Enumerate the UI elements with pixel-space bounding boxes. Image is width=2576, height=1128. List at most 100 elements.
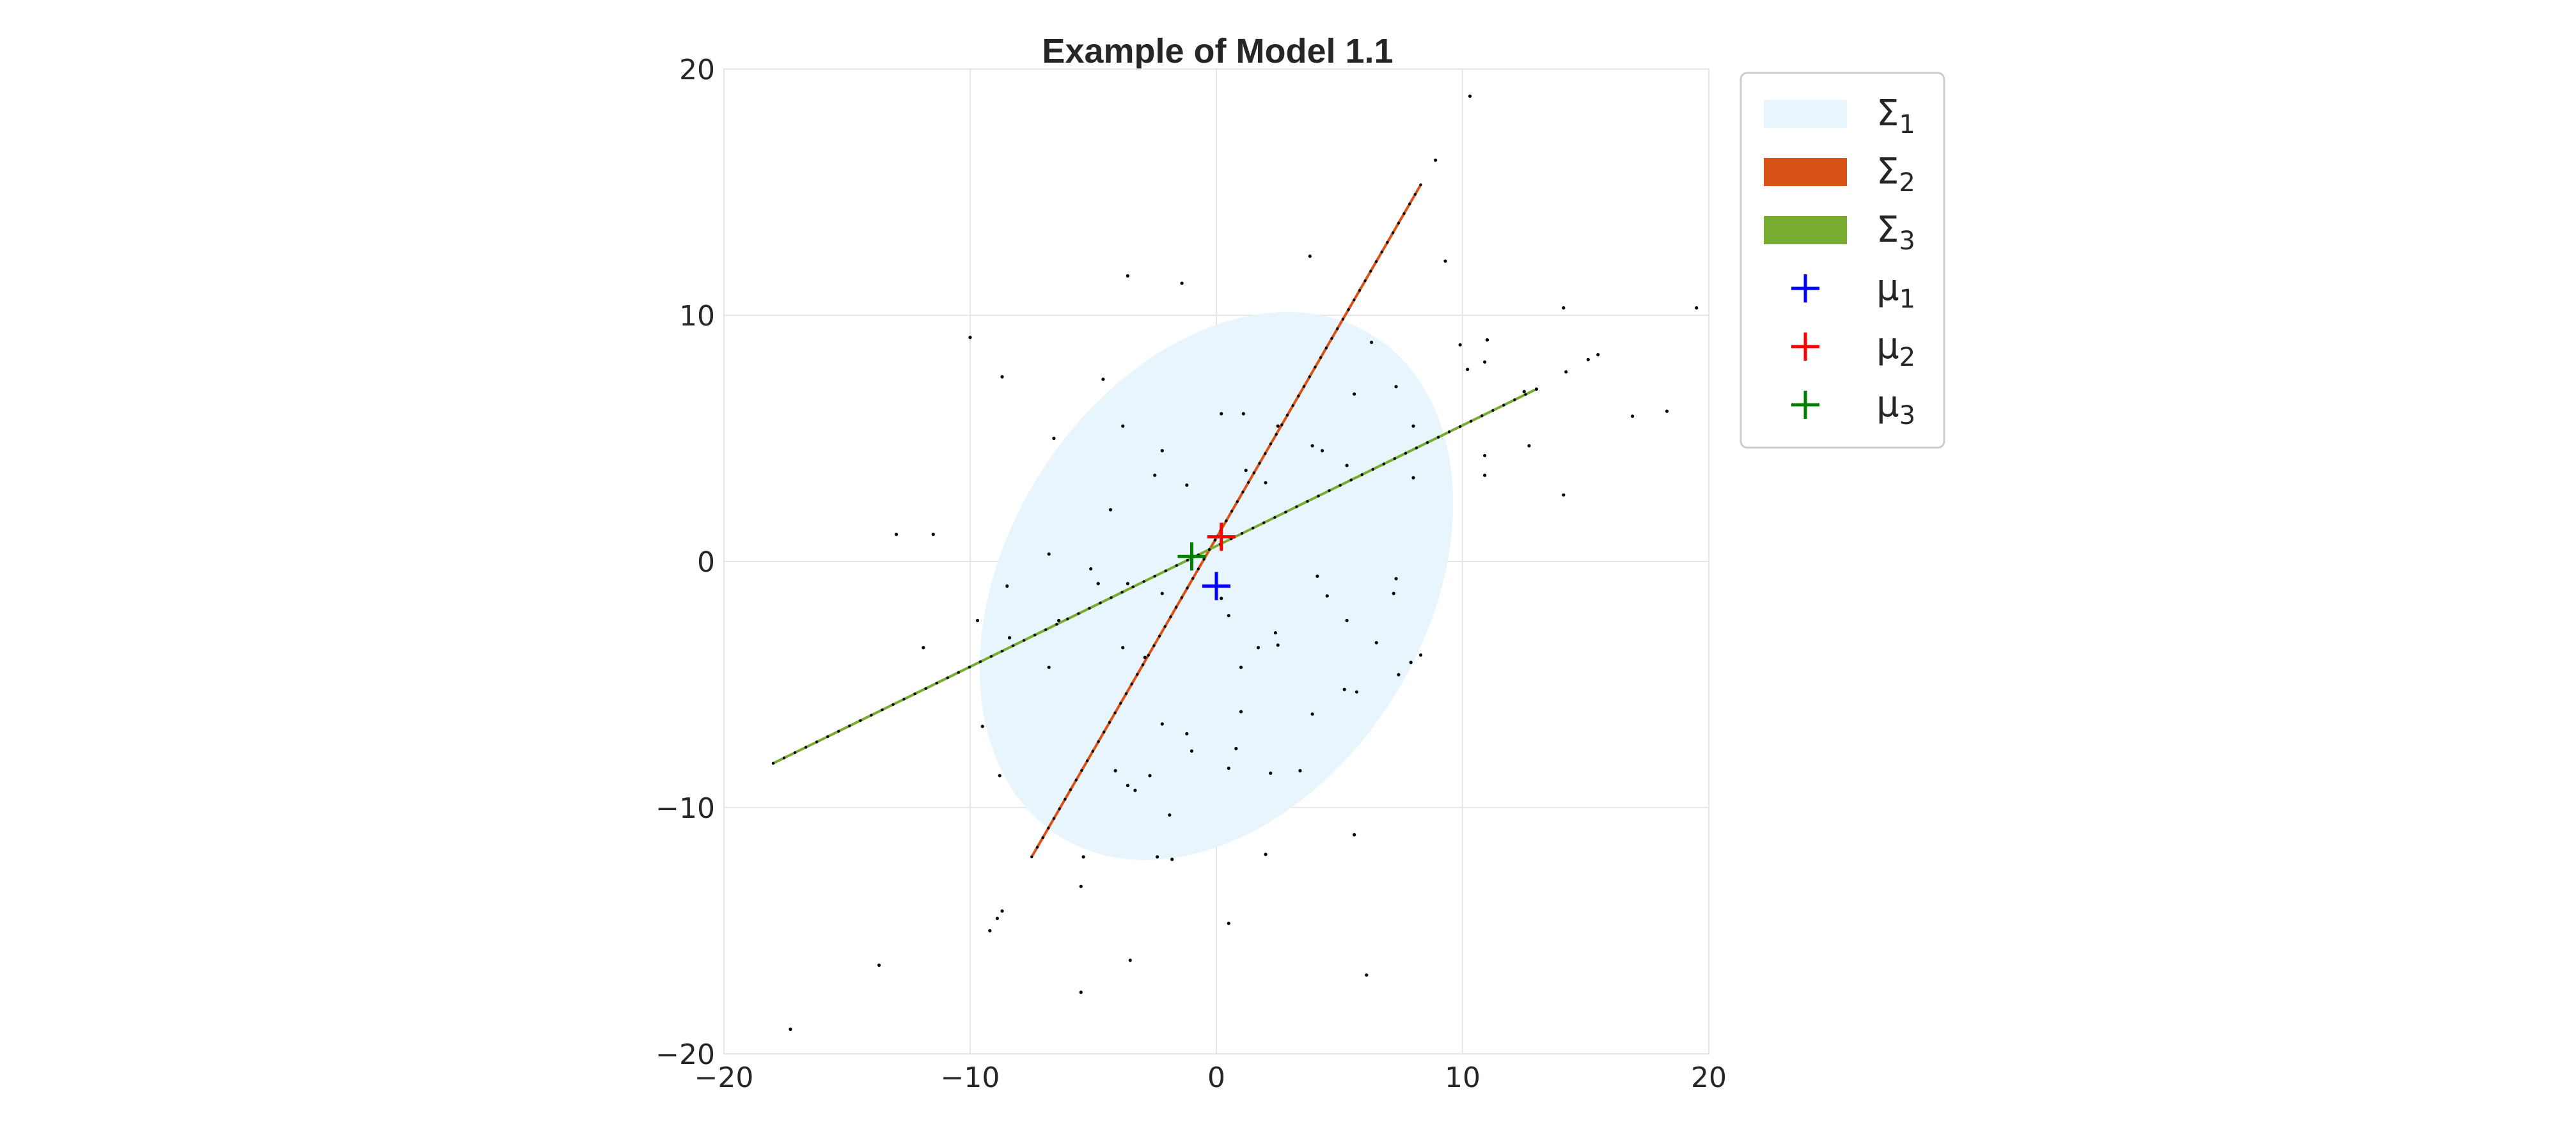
scatter-point (1355, 690, 1359, 694)
scatter-point (1527, 444, 1531, 448)
plot-frame (723, 68, 1709, 1054)
sigma2-sample-point (1108, 721, 1111, 724)
legend-label-mu2: μ2 (1876, 325, 1915, 372)
sigma2-sample-point (1225, 519, 1228, 522)
scatter-point (1564, 370, 1568, 374)
legend-item-mu2: μ2 (1791, 325, 1915, 372)
scatter-point (1156, 855, 1159, 859)
sigma2-sample-point (1246, 481, 1250, 484)
scatter-point (1234, 747, 1238, 751)
sigma2-sample-point (1402, 212, 1406, 215)
sigma2-sample-point (1391, 231, 1395, 235)
sigma3-sample-point (1371, 467, 1374, 471)
scatter-point (1369, 340, 1374, 344)
sigma2-sample-point (1374, 260, 1378, 263)
sigma3-sample-point (1164, 569, 1168, 572)
scatter-point (1264, 481, 1268, 485)
sigma2-sample-point (1230, 510, 1234, 513)
scatter-point (1310, 712, 1314, 716)
sigma3-sample-point (1142, 580, 1145, 583)
scatter-point (1392, 591, 1395, 595)
sigma3-sample-point (859, 719, 862, 723)
chart-title: Example of Model 1.1 (1042, 32, 1393, 70)
legend-item-sigma3: Σ3 (1764, 209, 1915, 256)
sigma3-sample-point (1284, 510, 1287, 513)
scatter-point (1522, 389, 1526, 393)
mu3-marker (1177, 542, 1206, 571)
sigma3-sample-point (1000, 649, 1004, 653)
sigma2-sample-point (1047, 826, 1050, 830)
scatter-point (980, 725, 984, 728)
sigma3-sample-point (1524, 393, 1527, 396)
sigma3-sample-point (1295, 505, 1298, 508)
scatter-point (1308, 255, 1312, 258)
scatter-point (1397, 673, 1401, 677)
sigma2-sample-point (1330, 336, 1333, 340)
sigma2-sample-point (1085, 759, 1089, 763)
sigma3-sample-point (1055, 623, 1058, 626)
sigma2-sample-point (1152, 644, 1156, 647)
scatter-point (789, 1027, 792, 1031)
sigma3-sample-point (1491, 409, 1495, 412)
sigma2-sample-point (1347, 308, 1350, 311)
scatter-point (1148, 774, 1152, 778)
sigma2-sample-point (1386, 240, 1389, 244)
sigma1-swatch (1764, 100, 1847, 128)
sigma2-sample-point (1074, 778, 1078, 782)
scatter-point (1596, 353, 1600, 357)
x-tick-label: 10 (1445, 1061, 1480, 1094)
sigma2-sample-point (1419, 183, 1422, 187)
sigma3-sample-point (1502, 403, 1505, 407)
scatter-point (1264, 852, 1268, 856)
sigma2-sample-point (1052, 817, 1056, 820)
scatter-point (1000, 375, 1004, 379)
mu2-marker (1207, 522, 1236, 551)
sigma3-sample-point (1436, 435, 1440, 439)
scatter-point (1081, 855, 1085, 859)
scatter-point (1096, 582, 1100, 586)
sigma2-sample-point (1336, 327, 1339, 331)
sigma2-sample-point (1202, 558, 1206, 561)
scatter-point (1298, 769, 1302, 772)
scatter-point (1325, 594, 1329, 598)
sigma3-sample-point (957, 671, 961, 674)
sigma3-sample-point (1077, 612, 1080, 615)
scatter-point (1121, 646, 1125, 650)
sigma3-sample-point (1339, 483, 1342, 487)
y-tick-label: −20 (656, 1038, 715, 1071)
scatter-point (1239, 665, 1243, 670)
sigma3-sample-point (815, 740, 819, 744)
legend-label-sigma1: Σ1 (1876, 93, 1915, 139)
sigma2-sample-point (1097, 740, 1100, 744)
x-tick-label: −20 (695, 1061, 754, 1094)
sigma3-sample-point (1252, 526, 1255, 530)
sigma2-sample-point (1124, 692, 1128, 695)
sigma2-sample-point (1186, 586, 1189, 590)
sigma2-sample-point (1069, 788, 1072, 792)
scatter-point (1190, 749, 1194, 753)
sigma2-sample-point (1302, 385, 1306, 388)
legend-symbol: μ (1876, 384, 1899, 425)
scatter-point (1409, 661, 1413, 664)
sigma3-sample-point (1458, 425, 1462, 428)
scatter-point (1483, 473, 1487, 477)
sigma2-sample-point (1358, 288, 1362, 292)
sigma3-swatch (1764, 216, 1847, 244)
scatter-point (1315, 574, 1319, 578)
sigma2-sample-point (1252, 471, 1256, 474)
legend-item-sigma2: Σ2 (1764, 151, 1915, 198)
scatter-point (1353, 833, 1356, 836)
scatter-point (1468, 94, 1472, 98)
sigma3-sample-point (978, 660, 982, 664)
sigma2-sample-point (1408, 202, 1411, 206)
scatter-point (922, 646, 925, 650)
legend-symbol: Σ (1876, 93, 1899, 134)
scatter-point (1320, 449, 1324, 453)
scatter-point (1168, 813, 1172, 817)
sigma3-sample-point (891, 703, 895, 706)
sigma2-sample-point (1297, 395, 1300, 398)
sigma2-sample-point (1119, 701, 1122, 705)
legend-symbol: Σ (1876, 209, 1899, 251)
scatter-point (1101, 377, 1105, 381)
scatter-point (1241, 412, 1245, 416)
